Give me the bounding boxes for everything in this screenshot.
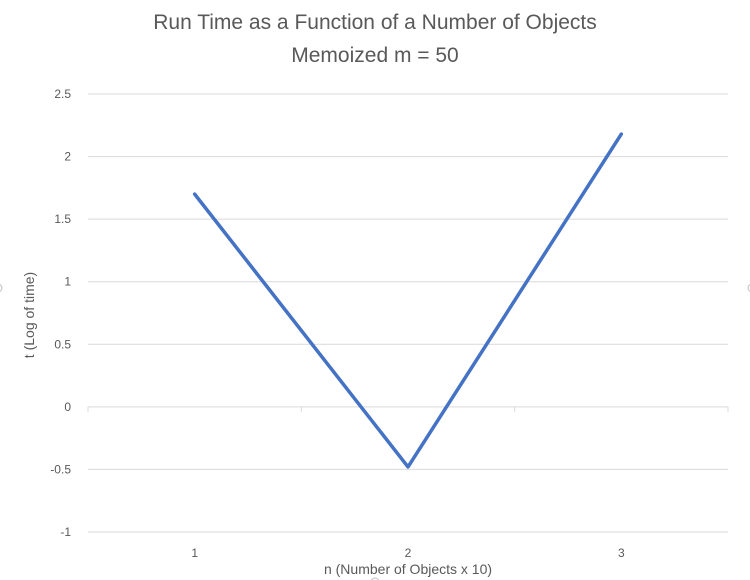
series-line <box>192 132 624 469</box>
x-axis-title: n (Number of Objects x 10) <box>324 561 492 577</box>
x-tick-label: 3 <box>618 546 625 560</box>
gridlines <box>87 93 729 533</box>
chart-title-group: Run Time as a Function of a Number of Ob… <box>153 11 597 67</box>
chart-subtitle: Memoized m = 50 <box>291 44 459 67</box>
x-tick-label: 2 <box>405 546 412 560</box>
x-axis-ticks: 1 2 3 <box>191 546 625 560</box>
y-tick-label: 1.5 <box>54 212 71 226</box>
y-tick-label: 2 <box>64 150 71 164</box>
series-group <box>192 132 624 469</box>
y-tick-label: -1 <box>60 525 71 539</box>
chart-title: Run Time as a Function of a Number of Ob… <box>153 11 597 34</box>
y-tick-label: 0 <box>64 400 71 414</box>
y-tick-label: 1 <box>64 275 71 289</box>
resize-handle-left[interactable] <box>0 283 3 293</box>
y-axis-ticks: 2.5 2 1.5 1 0.5 0 -0.5 -1 <box>50 87 71 539</box>
y-axis-title: t (Log of time) <box>21 272 37 358</box>
y-tick-label: 0.5 <box>54 337 71 351</box>
y-tick-label: -0.5 <box>50 462 71 476</box>
x-tick-label: 1 <box>191 546 198 560</box>
y-tick-label: 2.5 <box>54 87 71 101</box>
